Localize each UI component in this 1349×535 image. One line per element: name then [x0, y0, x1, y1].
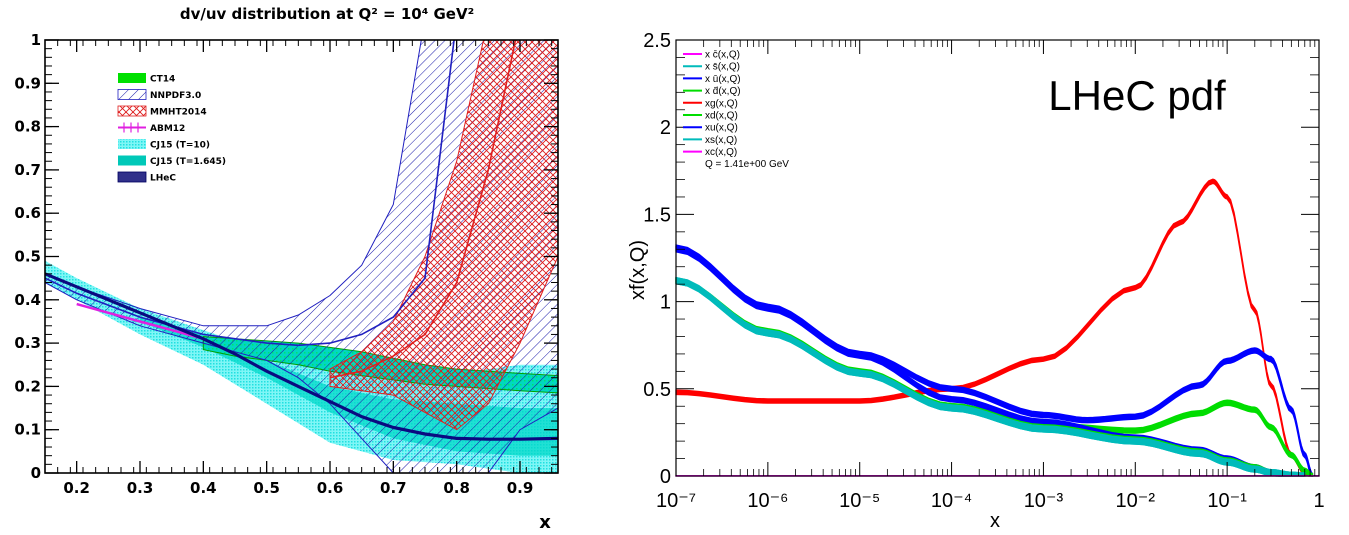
- right-plot-frame: [675, 39, 1320, 477]
- lhec-pdf-chart: 10⁻⁷ 10⁻⁶ 10⁻⁵ 10⁻⁴ 10⁻³ 10⁻² 10⁻¹ 1 0 0.5 1 1.5 2 2.…: [627, 30, 1325, 532]
- left-x-tick-label: 0.3: [127, 479, 154, 497]
- left-y-tick-label: 0.7: [14, 161, 41, 179]
- left-x-axis-label: x: [539, 512, 551, 533]
- left-y-tick-label: 0.9: [14, 74, 41, 92]
- left-x-tick-label: 0.8: [443, 479, 470, 497]
- right-y-tick-label: 2.5: [643, 30, 671, 52]
- line-lhec: [45, 272, 558, 441]
- dv-uv-chart: dv/uv distribution at Q² = 10⁴ GeV² 0.2 0…: [14, 5, 559, 533]
- left-legend-label: NNPDF3.0: [150, 91, 201, 101]
- left-legend-swatch: [118, 73, 146, 83]
- right-legend-label: x c̄(x,Q): [705, 50, 740, 61]
- left-y-tick-label: 0: [31, 464, 41, 482]
- right-x-tick-label: 10⁻⁴: [931, 490, 972, 512]
- band-xg-x-q: [675, 178, 1314, 477]
- right-legend-label: xg(x,Q): [705, 98, 738, 109]
- right-legend: x c̄(x,Q)x s̄(x,Q)x ū(x,Q)x d̄(x,Q)xg(x,…: [683, 50, 789, 170]
- left-x-tick-label: 0.5: [253, 479, 280, 497]
- left-legend-label: CJ15 (T=10): [150, 141, 210, 151]
- band-mmht2014: [329, 40, 558, 431]
- band-x-x-q: [675, 245, 1306, 477]
- right-legend-label: xs(x,Q): [705, 135, 737, 146]
- left-x-tick-label: 0.7: [380, 479, 407, 497]
- right-legend-label: x d̄(x,Q): [705, 86, 741, 97]
- right-y-tick-label: 0: [660, 466, 671, 488]
- right-x-tick-label: 10⁻²: [1116, 490, 1156, 512]
- right-legend-label: xu(x,Q): [705, 123, 738, 134]
- left-x-tick-label: 0.2: [63, 479, 90, 497]
- right-x-tick-label: 10⁻⁶: [747, 490, 788, 512]
- left-x-tick-label: 0.4: [190, 479, 217, 497]
- right-legend-label: xc(x,Q): [705, 147, 737, 158]
- left-y-tick-label: 0.3: [14, 334, 41, 352]
- right-x-tick-label: 1: [1313, 490, 1324, 512]
- left-legend: CT14 NNPDF3.0 MMHT2014 ABM12 CJ15 (T=10) CJ15…: [117, 73, 226, 184]
- right-x-tick-label: 10⁻⁷: [656, 490, 696, 512]
- right-x-tick-label: 10⁻⁵: [839, 490, 880, 512]
- left-x-tick-label: 0.9: [507, 479, 534, 497]
- left-y-tick-label: 1: [31, 31, 41, 49]
- right-x-axis-label: x: [990, 510, 1000, 532]
- left-legend-label: CJ15 (T=1.645): [150, 157, 226, 167]
- left-chart-title: dv/uv distribution at Q² = 10⁴ GeV²: [180, 5, 474, 23]
- line-mmht2014: [329, 40, 517, 379]
- left-legend-swatch: [118, 139, 146, 149]
- left-y-tick-label: 0.8: [14, 118, 41, 136]
- left-y-tick-label: 0.2: [14, 377, 41, 395]
- right-legend-q-note: Q = 1.41e+00 GeV: [705, 159, 789, 170]
- right-y-tick-label: 1.5: [643, 204, 671, 226]
- left-y-tick-label: 0.1: [14, 421, 41, 439]
- left-legend-swatch: [118, 155, 146, 166]
- left-y-tick-label: 0.5: [14, 248, 41, 266]
- band-xu-x-q: [675, 244, 1314, 477]
- right-y-tick-label: 2: [660, 117, 671, 139]
- lhec-pdf-annotation: LHeC pdf: [1048, 72, 1226, 119]
- right-x-tick-label: 10⁻¹: [1207, 490, 1247, 512]
- left-y-tick-label: 0.4: [14, 291, 41, 309]
- right-legend-label: x s̄(x,Q): [705, 62, 740, 73]
- left-legend-swatch: [117, 89, 147, 100]
- right-legend-label: x ū(x,Q): [705, 74, 741, 85]
- left-x-tick-label: 0.6: [317, 479, 344, 497]
- right-x-tick-label: 10⁻³: [1024, 490, 1064, 512]
- right-y-axis-label: xf(x,Q): [627, 240, 649, 300]
- right-legend-label: xd(x,Q): [705, 111, 738, 122]
- left-legend-swatch: [117, 105, 147, 117]
- right-y-tick-label: 0.5: [643, 379, 671, 401]
- left-legend-swatch: [117, 171, 147, 183]
- left-legend-label: LHeC: [150, 174, 176, 184]
- line-abm12: [76, 302, 204, 341]
- left-legend-label: CT14: [150, 75, 175, 85]
- left-legend-label: ABM12: [150, 124, 185, 134]
- left-y-tick-label: 0.6: [14, 204, 41, 222]
- line-nnpdf3-0: [45, 40, 455, 347]
- right-y-tick-label: 1: [660, 292, 671, 314]
- left-legend-label: MMHT2014: [150, 108, 207, 118]
